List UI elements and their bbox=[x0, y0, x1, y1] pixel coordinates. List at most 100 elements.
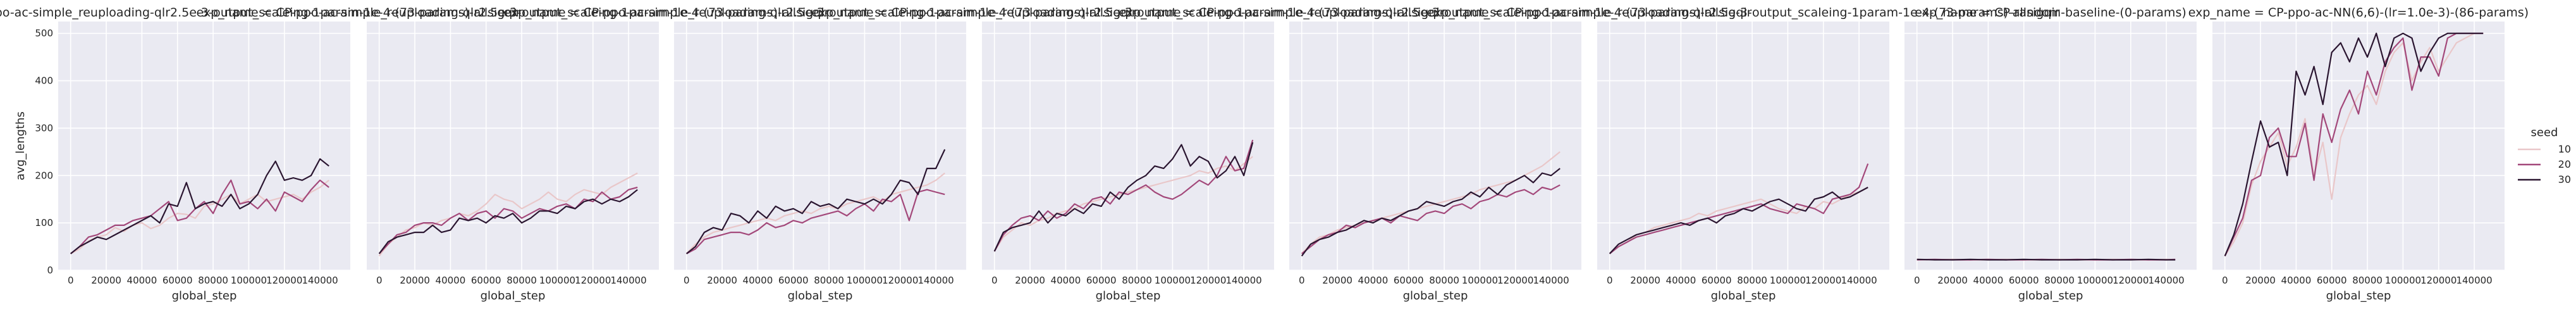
legend-label-seed-10: 10 bbox=[2558, 143, 2571, 155]
x-tick-label: 140000 bbox=[302, 275, 338, 286]
x-tick-label: 120000 bbox=[2420, 275, 2456, 286]
x-axis-label: global_step bbox=[2326, 289, 2391, 303]
panel-1: 0 100 200 300 400 500 0 20000 40000 60000 80000 100… bbox=[0, 6, 521, 303]
x-tick-label: 120000 bbox=[1805, 275, 1841, 286]
x-axis-label: global_step bbox=[481, 289, 546, 303]
plot-area bbox=[2212, 22, 2505, 270]
x-tick-label: 40000 bbox=[1358, 275, 1389, 286]
x-tick-label: 80000 bbox=[814, 275, 844, 286]
series-line-seed-30 bbox=[1609, 187, 1868, 254]
x-tick-label: 100000 bbox=[1770, 275, 1806, 286]
panel-8: 0 20000 40000 60000 80000 100000 120000 140000 g… bbox=[2188, 6, 2529, 303]
panel-3: 0 20000 40000 60000 80000 100000 120000 140000g… bbox=[504, 6, 1137, 303]
x-axis-label: global_step bbox=[788, 289, 853, 303]
x-tick-label: 40000 bbox=[436, 275, 466, 286]
panel-5: 0 20000 40000 60000 80000 100000 120000 140000g… bbox=[1119, 6, 1752, 303]
series-line-seed-30 bbox=[378, 189, 638, 254]
x-tick-label: 100000 bbox=[847, 275, 883, 286]
x-tick-label: 0 bbox=[1914, 275, 1920, 286]
x-tick-label: 100000 bbox=[2077, 275, 2113, 286]
panel-title: exp_name = CP-ppo-ac-simple_reuploading-… bbox=[1119, 6, 1752, 20]
series-line-seed-30 bbox=[2224, 32, 2484, 256]
plot-area bbox=[982, 22, 1274, 270]
y-tick-label: 0 bbox=[47, 265, 53, 276]
panel-6: 0 20000 40000 60000 80000 100000 120000 140000g… bbox=[1427, 6, 2060, 303]
panel-7: 0 20000 40000 60000 80000 100000 120000 140000 g… bbox=[1904, 6, 2197, 303]
x-tick-label: 140000 bbox=[610, 275, 646, 286]
legend-label-seed-20: 20 bbox=[2558, 158, 2571, 170]
y-tick-label: 200 bbox=[35, 170, 53, 181]
x-tick-label: 20000 bbox=[2245, 275, 2276, 286]
legend-label-seed-30: 30 bbox=[2558, 173, 2571, 185]
y-tick-label: 400 bbox=[35, 75, 53, 87]
plot-area bbox=[1289, 22, 1581, 270]
x-tick-label: 140000 bbox=[1225, 275, 1261, 286]
x-tick-label: 80000 bbox=[1737, 275, 1767, 286]
x-tick-label: 40000 bbox=[127, 275, 157, 286]
legend-title: seed bbox=[2531, 126, 2558, 139]
y-tick-label: 300 bbox=[35, 122, 53, 134]
x-tick-label: 0 bbox=[1299, 275, 1305, 286]
x-tick-label: 40000 bbox=[743, 275, 773, 286]
panel-title: exp_name = CP-ppo-ac-simple_reuploading-… bbox=[504, 6, 1137, 20]
panel-2: 0 20000 40000 60000 80000 100000 120000 140000g… bbox=[197, 6, 830, 303]
x-tick-label: 20000 bbox=[1322, 275, 1352, 286]
panel-title: exp_name = CP-ppo-ac-simple_reuploading-… bbox=[197, 6, 830, 20]
x-tick-label: 80000 bbox=[198, 275, 228, 286]
x-tick-label: 80000 bbox=[506, 275, 537, 286]
series-line-seed-10 bbox=[70, 179, 329, 254]
x-tick-label: 0 bbox=[376, 275, 383, 286]
x-tick-label: 60000 bbox=[2009, 275, 2039, 286]
x-tick-label: 0 bbox=[684, 275, 690, 286]
x-tick-label: 140000 bbox=[917, 275, 954, 286]
x-tick-label: 60000 bbox=[1086, 275, 1117, 286]
x-tick-label: 120000 bbox=[266, 275, 302, 286]
x-tick-label: 100000 bbox=[1462, 275, 1498, 286]
y-tick-label: 500 bbox=[35, 28, 53, 39]
plot-area bbox=[1904, 22, 2197, 270]
x-tick-label: 120000 bbox=[882, 275, 918, 286]
x-tick-label: 20000 bbox=[1015, 275, 1045, 286]
x-tick-label: 20000 bbox=[91, 275, 121, 286]
x-tick-label: 60000 bbox=[778, 275, 809, 286]
x-tick-label: 40000 bbox=[1666, 275, 1696, 286]
x-tick-label: 60000 bbox=[1702, 275, 1732, 286]
x-tick-label: 40000 bbox=[1973, 275, 2004, 286]
x-tick-label: 100000 bbox=[231, 275, 267, 286]
x-tick-label: 140000 bbox=[2456, 275, 2492, 286]
x-axis-label: global_step bbox=[172, 289, 237, 303]
series-line-seed-20 bbox=[686, 189, 945, 254]
x-tick-label: 100000 bbox=[2385, 275, 2421, 286]
x-axis-label: global_step bbox=[1096, 289, 1161, 303]
x-tick-label: 140000 bbox=[1533, 275, 1569, 286]
plot-area bbox=[367, 22, 659, 270]
x-tick-label: 120000 bbox=[1497, 275, 1533, 286]
y-tick-label: 100 bbox=[35, 217, 53, 228]
x-tick-label: 0 bbox=[2222, 275, 2228, 286]
x-tick-label: 60000 bbox=[471, 275, 501, 286]
x-tick-label: 120000 bbox=[1190, 275, 1226, 286]
x-tick-label: 140000 bbox=[2148, 275, 2184, 286]
series-line-seed-10 bbox=[1609, 187, 1868, 254]
x-tick-label: 100000 bbox=[1155, 275, 1191, 286]
series-line-seed-30 bbox=[1301, 168, 1561, 257]
x-tick-label: 80000 bbox=[2352, 275, 2383, 286]
series-line-seed-20 bbox=[70, 179, 329, 254]
x-tick-label: 40000 bbox=[2281, 275, 2312, 286]
series-line-seed-20 bbox=[1609, 163, 1869, 254]
x-axis-label: global_step bbox=[1403, 289, 1468, 303]
x-tick-label: 0 bbox=[1607, 275, 1613, 286]
x-tick-label: 0 bbox=[991, 275, 998, 286]
y-axis-label: avg_lengths bbox=[14, 111, 27, 180]
x-tick-label: 80000 bbox=[2044, 275, 2075, 286]
x-axis-label: global_step bbox=[1711, 289, 1776, 303]
series-line-seed-30 bbox=[993, 142, 1254, 252]
panel-title: exp_name = CP-ppo-ac-simple_reuploading-… bbox=[1427, 6, 2060, 20]
x-tick-label: 80000 bbox=[1429, 275, 1459, 286]
panel-title: exp_name = CP-random-baseline-(0-params) bbox=[1915, 6, 2187, 20]
x-tick-label: 120000 bbox=[575, 275, 611, 286]
x-tick-label: 20000 bbox=[1630, 275, 1660, 286]
